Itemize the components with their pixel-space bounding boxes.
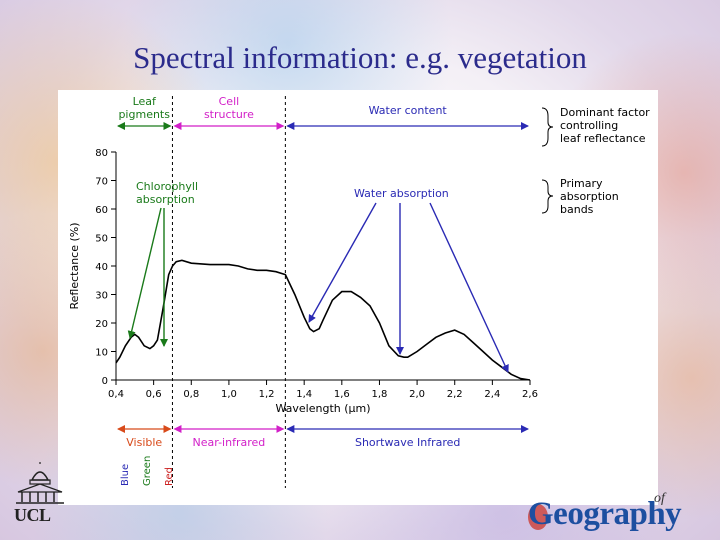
ucl-logo: [16, 462, 64, 504]
primary-brace: [541, 179, 554, 214]
y-tick-label: 60: [95, 205, 108, 216]
y-tick-label: 80: [95, 148, 108, 159]
y-tick-label: 50: [95, 234, 108, 245]
region-label: Near-infrared: [193, 436, 266, 449]
dominant-note-label: Dominant factor: [560, 106, 650, 119]
factor-label: Water content: [369, 104, 448, 117]
water-arrow: [308, 202, 377, 323]
water-absorption-label: Water absorption: [354, 187, 449, 200]
y-tick-label: 70: [95, 177, 108, 188]
ucl-logo-text: UCL: [14, 505, 51, 525]
geography-logo-mark: [528, 504, 548, 530]
region-label: Visible: [126, 436, 162, 449]
chlorophyll-label: Chlorophyll: [136, 180, 198, 193]
x-tick-label: 0,4: [108, 389, 124, 400]
x-tick-label: 1,0: [221, 389, 237, 400]
x-tick-label: 2,2: [447, 389, 463, 400]
slide-title: Spectral information: e.g. vegetation: [133, 40, 587, 75]
x-tick-label: 0,6: [146, 389, 162, 400]
primary-note-label: Primary: [560, 177, 603, 190]
x-axis-label: Wavelength (µm): [275, 402, 370, 415]
y-tick-label: 10: [95, 348, 108, 359]
geography-logo-of: of: [654, 491, 665, 506]
reflectance-chart: 0 10 20 30 40 50 60 70 80 0,4 0,6 0,8 1,0 1,2 1,4 1,6 1,…: [68, 95, 650, 488]
x-tick-label: 0,8: [183, 389, 199, 400]
y-tick-label: 20: [95, 319, 108, 330]
y-tick-label: 40: [95, 262, 108, 273]
factor-label: Cell: [219, 95, 240, 108]
dominant-brace: [541, 107, 554, 147]
chlorophyll-arrow: [127, 207, 162, 339]
primary-note-label: bands: [560, 203, 594, 216]
primary-note-label: absorption: [560, 190, 619, 203]
chlorophyll-label: absorption: [136, 193, 195, 206]
water-arrow: [429, 202, 509, 373]
visible-band-label: Green: [142, 456, 153, 486]
region-label: Shortwave Infrared: [355, 436, 460, 449]
dominant-note-label: controlling: [560, 119, 618, 132]
dominant-note-label: leaf reflectance: [560, 132, 646, 145]
factor-label: Leaf: [133, 95, 157, 108]
chart-panel: 0 10 20 30 40 50 60 70 80 0,4 0,6 0,8 1,0 1,2 1,4 1,6 1,…: [58, 90, 658, 505]
x-tick-label: 1,4: [296, 389, 312, 400]
y-axis-label: Reflectance (%): [68, 222, 81, 309]
reflectance-curve: [115, 259, 531, 381]
x-tick-label: 2,0: [409, 389, 425, 400]
x-tick-label: 2,6: [522, 389, 538, 400]
y-tick-label: 30: [95, 291, 108, 302]
x-tick-label: 1,2: [259, 389, 275, 400]
factor-label: pigments: [118, 108, 170, 121]
geography-logo-text: Geography: [528, 496, 682, 532]
factor-label: structure: [204, 108, 254, 121]
x-tick-label: 1,8: [372, 389, 388, 400]
visible-band-label: Blue: [120, 464, 131, 486]
x-tick-label: 2,4: [484, 389, 500, 400]
visible-band-label: Red: [164, 467, 175, 486]
x-tick-label: 1,6: [334, 389, 350, 400]
y-tick-label: 0: [102, 376, 108, 387]
